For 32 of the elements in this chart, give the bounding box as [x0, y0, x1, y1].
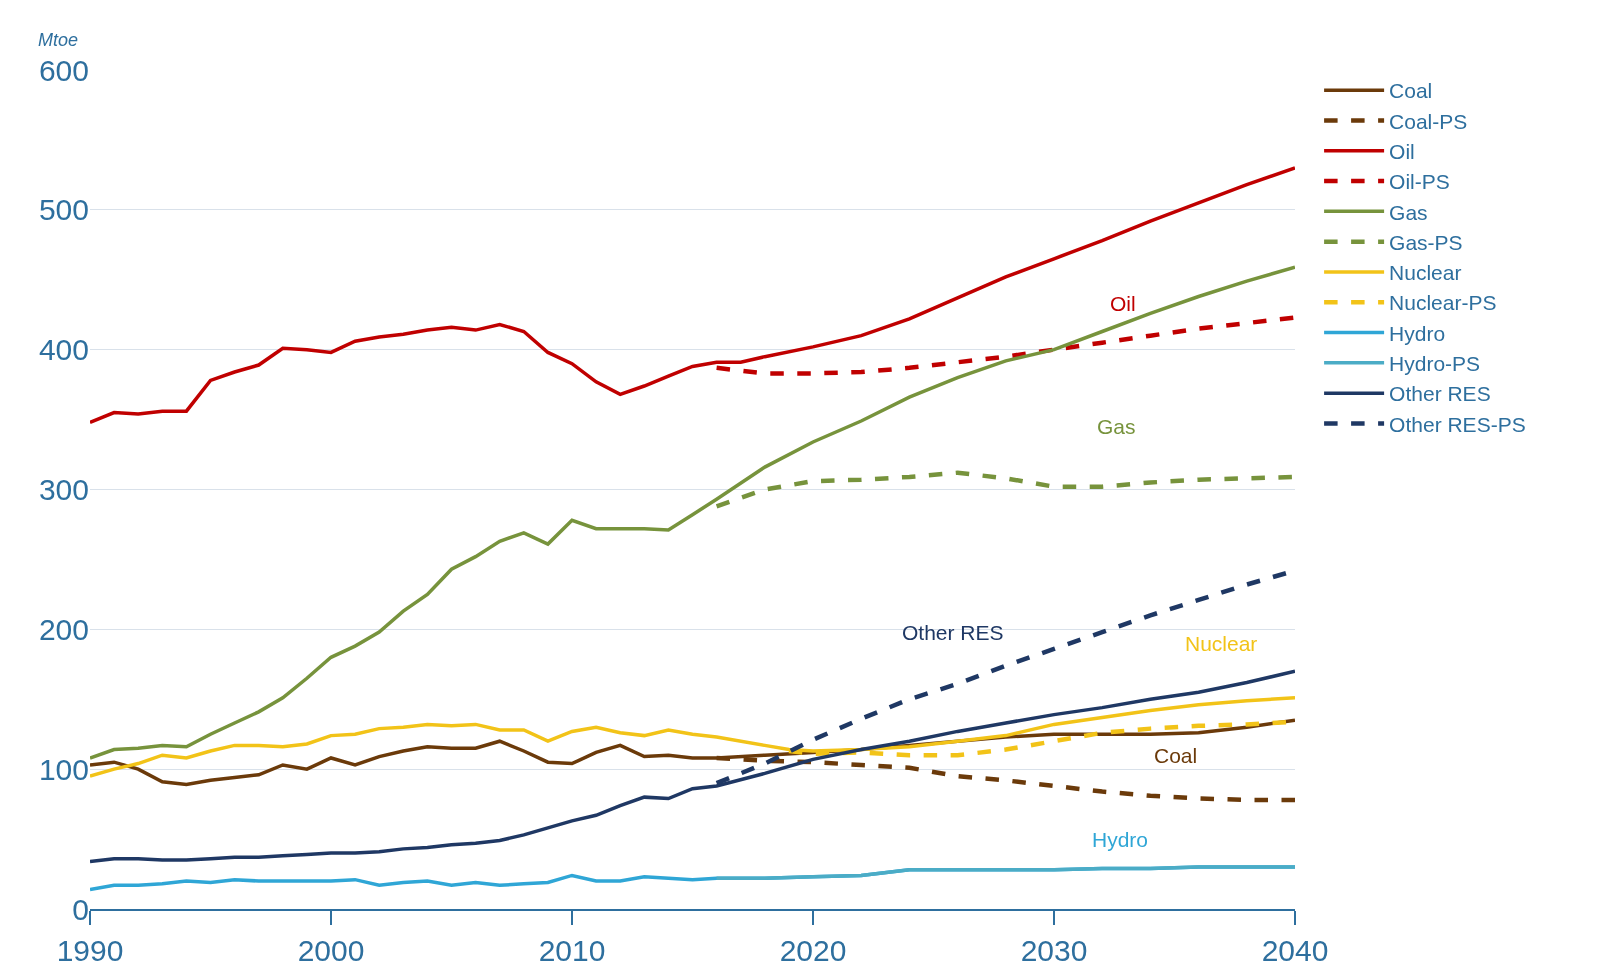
y-tick-label: 0	[72, 892, 89, 926]
y-tick-label: 500	[38, 193, 89, 227]
x-tick-label: 2020	[779, 934, 847, 967]
x-tick-label: 2010	[538, 934, 606, 967]
annotation: Nuclear	[1185, 632, 1258, 655]
x-tick-label: 2040	[1261, 934, 1329, 967]
annotation: Other RES	[902, 621, 1004, 644]
legend-label: Gas-PS	[1389, 230, 1463, 254]
x-tick-label: 2000	[297, 934, 365, 967]
y-tick-label: 600	[38, 53, 89, 87]
annotation: Coal	[1154, 744, 1198, 767]
legend-label: Other RES-PS	[1389, 412, 1526, 436]
legend-label: Oil	[1389, 139, 1415, 163]
legend-label: Nuclear	[1389, 261, 1462, 285]
legend-label: Hydro-PS	[1389, 352, 1481, 376]
legend-label: Coal	[1389, 79, 1433, 103]
legend-label: Nuclear-PS	[1389, 291, 1497, 315]
annotation: Hydro	[1092, 828, 1149, 851]
legend-label: Coal-PS	[1389, 109, 1468, 133]
y-tick-label: 300	[38, 473, 89, 506]
legend-label: Other RES	[1389, 382, 1491, 406]
x-tick-label: 1990	[56, 934, 124, 967]
y-tick-label: 100	[38, 752, 89, 786]
legend-label: Oil-PS	[1389, 170, 1450, 194]
annotation: Gas	[1097, 415, 1136, 438]
y-tick-label: 400	[38, 333, 89, 367]
y-tick-label: 200	[38, 612, 89, 646]
y-axis-title: Mtoe	[38, 30, 79, 50]
annotation: Oil	[1110, 292, 1136, 315]
x-tick-label: 2030	[1020, 934, 1088, 967]
legend-label: Gas	[1389, 200, 1428, 224]
legend-label: Hydro	[1389, 321, 1446, 345]
